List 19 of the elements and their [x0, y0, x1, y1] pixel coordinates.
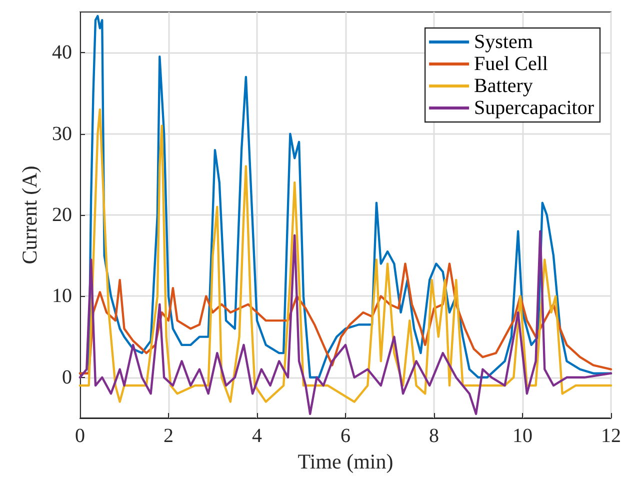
- y-tick-label: 10: [52, 285, 72, 308]
- line-series: [78, 230, 612, 416]
- legend-label: Supercapacitor: [474, 97, 594, 119]
- legend-label: Fuel Cell: [474, 53, 548, 75]
- y-tick-label: 40: [52, 42, 72, 64]
- line-series: [78, 262, 612, 374]
- x-axis-title: Time (min): [298, 449, 394, 474]
- x-tick-label: 2: [164, 425, 174, 447]
- y-axis-title: Current (A): [18, 166, 42, 264]
- y-tick-label: 30: [52, 122, 72, 145]
- x-tick-label: 6: [340, 425, 350, 447]
- x-tick-label: 12: [601, 425, 621, 447]
- legend-label: Battery: [474, 75, 533, 97]
- x-tick-label: 10: [512, 425, 532, 447]
- y-tick-label: 20: [52, 204, 72, 226]
- legend-label: System: [474, 31, 534, 53]
- x-tick-label: 4: [252, 425, 262, 447]
- y-tick-label: 0: [62, 366, 72, 388]
- x-tick-label: 8: [429, 425, 439, 447]
